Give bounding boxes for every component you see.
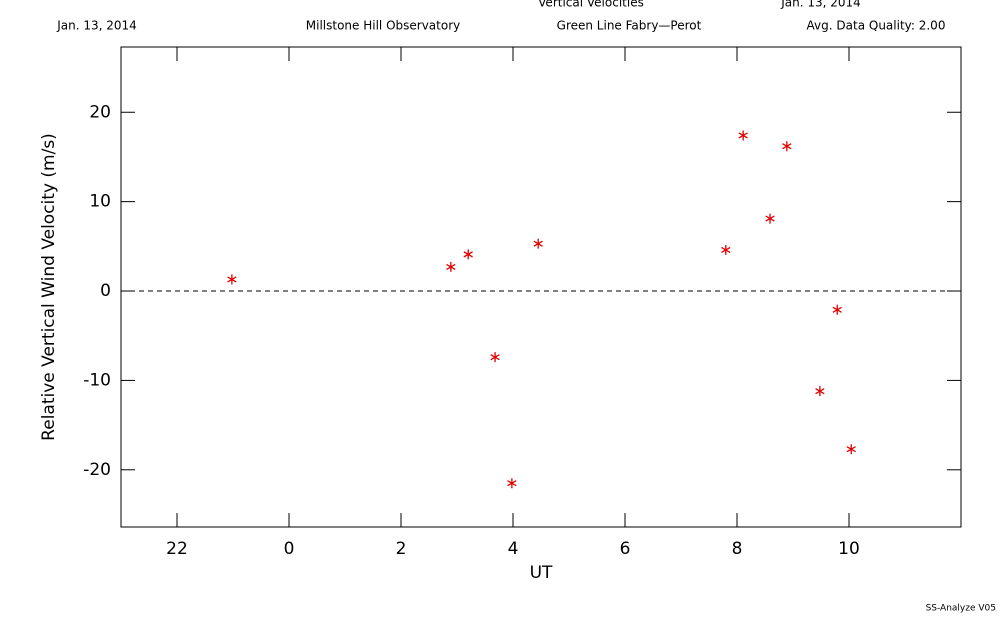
y-tick-label: 10	[89, 192, 111, 212]
y-tick-label: 0	[100, 281, 111, 301]
data-point	[832, 304, 842, 315]
data-point	[227, 274, 237, 285]
data-point	[446, 261, 456, 272]
title-date: Jan. 13, 2014	[780, 0, 861, 10]
observatory: Millstone Hill Observatory	[306, 19, 460, 33]
data-point	[765, 213, 775, 224]
x-axis-label: UT	[530, 563, 553, 583]
x-tick-label: 2	[396, 539, 407, 559]
x-tick-label: 0	[284, 539, 295, 559]
data-point	[490, 352, 500, 363]
y-tick-label: -10	[83, 370, 111, 390]
data-point	[463, 249, 473, 260]
footer: SS-Analyze V05	[926, 604, 996, 614]
x-tick-label: 10	[838, 539, 860, 559]
y-tick-label: -20	[83, 460, 111, 480]
chart-title: Vertical Velocities	[538, 0, 644, 10]
y-axis-label: Relative Vertical Wind Velocity (m/s)	[39, 133, 59, 441]
x-tick-label: 22	[166, 539, 188, 559]
data-point	[721, 244, 731, 255]
x-tick-label: 8	[732, 539, 743, 559]
data-point	[815, 386, 825, 397]
data-point	[846, 444, 856, 455]
instrument: Green Line Fabry—Perot	[557, 19, 702, 33]
date: Jan. 13, 2014	[56, 19, 137, 33]
data-point	[507, 478, 517, 489]
quality: Avg. Data Quality: 2.00	[807, 19, 946, 33]
plot-frame	[120, 46, 962, 528]
x-tick-label: 6	[620, 539, 631, 559]
data-point	[533, 238, 543, 249]
data-point	[782, 141, 792, 152]
x-tick-label: 4	[508, 539, 519, 559]
y-tick-label: 20	[89, 102, 111, 122]
data-point	[738, 130, 748, 141]
